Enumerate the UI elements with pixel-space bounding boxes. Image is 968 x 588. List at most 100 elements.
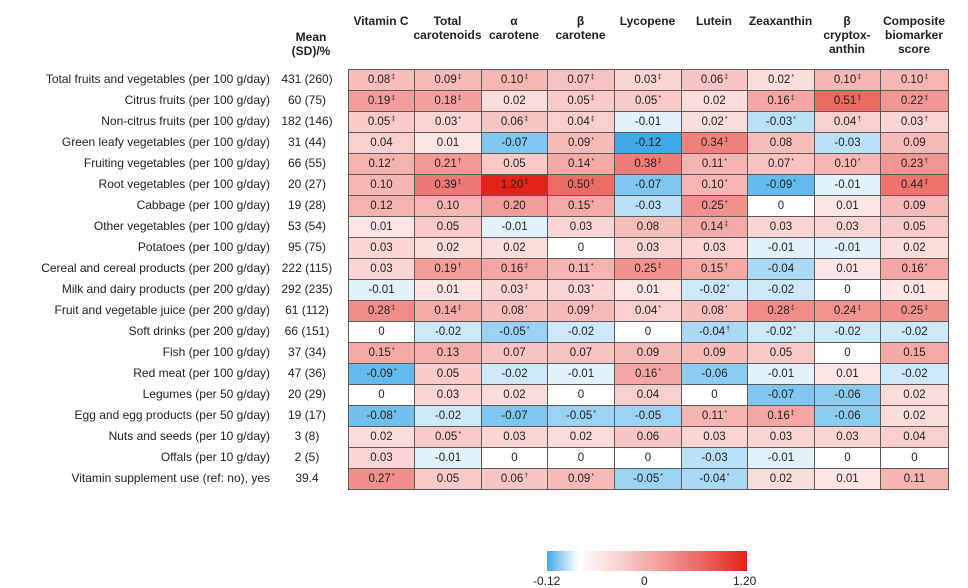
heatmap-cell: -0.01 [547,363,615,385]
cell-value: 0.07 [503,347,526,359]
heatmap-cell: -0.06 [681,363,748,385]
row-label: Soft drinks (per 200 g/day) [128,324,270,338]
cell-value: -0.01 [767,242,795,254]
cell-value: 0.03 [634,74,657,86]
row-label: Cereal and cereal products (per 200 g/da… [41,261,270,275]
heatmap-cell: 0 [747,195,815,217]
cell-value: 0.05 [436,221,460,233]
heatmap-cell: 0.21 † [414,153,482,175]
mean-value: 60 (75) [287,93,327,107]
mean-value: 222 (115) [281,261,333,275]
cell-value: -0.08 [366,410,393,422]
cell-value: 0.01 [903,284,926,296]
heatmap-cell: 0.03 [481,426,548,448]
cell-value: 0.01 [836,200,859,212]
mean-value: 53 (54) [287,219,327,233]
cell-value: 0.01 [836,368,859,380]
column-header-line: α [510,14,518,28]
cell-value: -0.01 [834,179,861,191]
heatmap-cell: 0.51 ‡ [814,90,881,112]
cell-value: 0.10 [900,74,924,86]
cell-value: -0.01 [368,284,395,296]
cell-value: 0.16 [767,410,790,422]
heatmap-cell: 0.03 [681,237,748,259]
significance-mark: * [793,115,796,123]
heatmap-cell: -0.02 [880,363,949,385]
cell-value: 0.03 [436,389,460,401]
heatmap-cell: 0.05 [414,363,482,385]
heatmap-cell: 0 [547,384,615,406]
column-header: Zeaxanthin [743,14,818,28]
significance-mark: * [591,472,595,480]
mean-value: 39.4 [295,471,319,485]
cell-value: 0.10 [500,74,524,86]
heatmap-cell: 0.28 ‡ [747,300,815,322]
mean-value: 182 (146) [281,114,333,128]
cell-value: 0.02 [569,431,593,443]
heatmap-cell: 0.15 † [681,258,748,280]
heatmap-cell: -0.02 [547,321,615,343]
heatmap-cell: 0.44 ‡ [880,174,949,196]
heatmap-cell: 0.08 * [481,300,548,322]
cell-value: 0.01 [436,284,460,296]
significance-mark: ‡ [457,73,462,81]
column-header-line: β [843,14,851,28]
heatmap-cell: 0.03 [348,447,415,469]
cell-value: -0.01 [501,221,528,233]
heatmap-cell: 0.25 ‡ [614,258,682,280]
cell-value: 0.13 [436,347,460,359]
heatmap-cell: 0.05 * [614,90,682,112]
heatmap-cell: -0.08 * [348,405,415,427]
column-header-line: score [897,42,931,56]
heatmap-cell: 0.09 * [547,468,615,490]
heatmap-cell: -0.05 * [614,468,682,490]
heatmap-cell: 0.05 ‡ [348,111,415,133]
heatmap-cell: 0.02 [481,237,548,259]
heatmap-cell: 0.03 [547,216,615,238]
cell-value: 0.14 [700,221,724,233]
significance-mark: ‡ [457,178,462,186]
cell-value: -0.07 [634,179,662,191]
cell-value: 0.01 [636,284,660,296]
cell-value: 0.09 [903,200,926,212]
heatmap-cell: 0.01 [348,216,415,238]
heatmap-cell: 0 [348,321,415,343]
significance-mark: † [857,115,862,123]
cell-value: 0 [577,242,585,254]
significance-mark: * [591,199,595,207]
column-header: Vitamin C [344,14,418,28]
heatmap-cell: 0.04 ‡ [547,111,615,133]
cell-value: -0.01 [434,452,462,464]
significance-mark: ‡ [391,304,396,312]
heatmap-cell: -0.02 [481,363,548,385]
cell-value: -0.01 [634,116,662,128]
row-label: Egg and egg products (per 50 g/day) [74,408,270,422]
heatmap-cell: 0 [547,447,615,469]
mean-value: 37 (34) [287,345,327,359]
column-header-line: carotene [555,28,606,42]
heatmap-cell: -0.01 [747,363,815,385]
significance-mark: † [924,115,929,123]
cell-value: -0.01 [567,368,595,380]
significance-mark: ‡ [724,73,729,81]
heatmap-cell: 0.10 ‡ [880,69,949,91]
column-header: β cryptox-anthin [810,14,884,56]
significance-mark: ‡ [857,304,862,312]
heatmap-cell: 0.09 * [547,132,615,154]
mean-value: 61 (112) [285,303,329,317]
heatmap-cell: 0.15 * [547,195,615,217]
heatmap-cell: 0.01 [414,132,482,154]
heatmap-cell: -0.07 [747,384,815,406]
cell-value: 0.16 [767,95,790,107]
heatmap-cell: 0.19 † [414,258,482,280]
cell-value: 0.16 [634,368,658,380]
heatmap-cell: -0.05 * [481,321,548,343]
heatmap-cell: 0.11 [880,468,949,490]
cell-value: 0.39 [434,179,457,191]
heatmap-cell: 0.04 * [614,300,682,322]
heatmap-cell: -0.03 * [747,111,815,133]
heatmap-cell: 0.09 [614,342,682,364]
cell-value: 0.03 [703,431,726,443]
column-header: α carotene [477,14,551,42]
heatmap-cell: 0.08 [747,132,815,154]
